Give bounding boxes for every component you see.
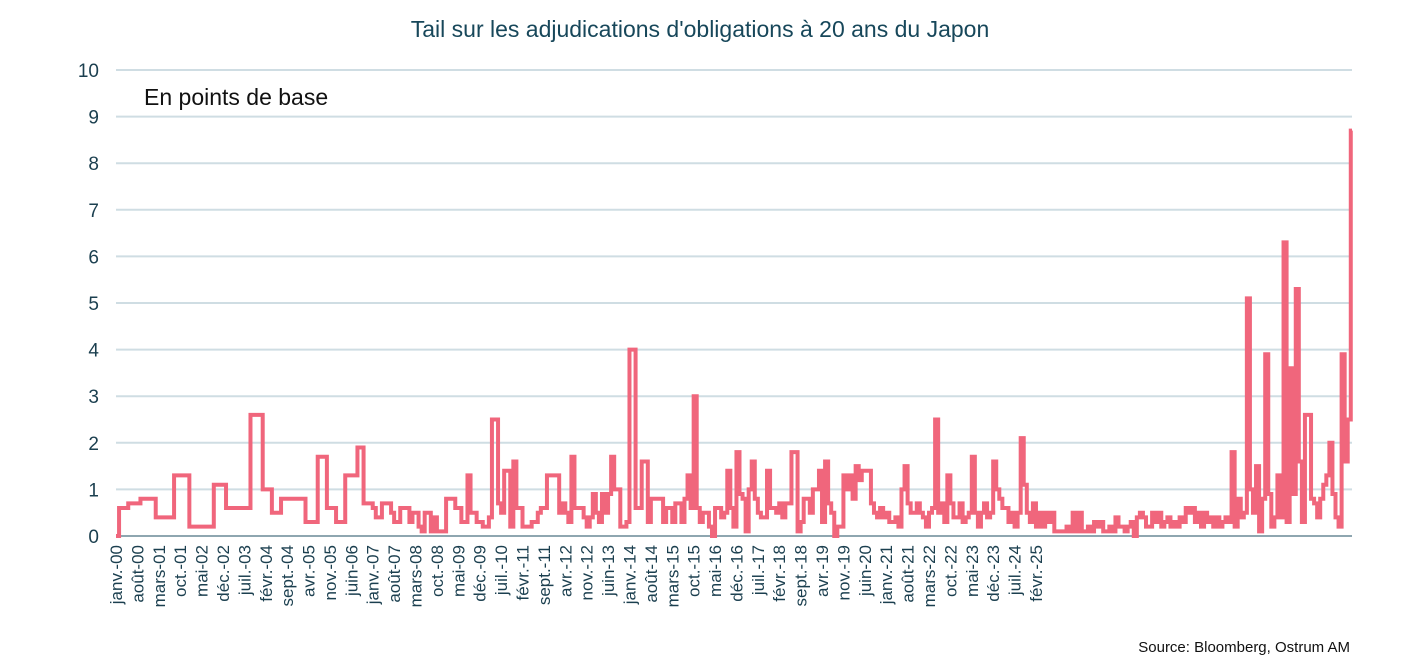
x-tick-label: oct.-15 [685, 545, 704, 597]
y-tick-label: 6 [88, 247, 99, 268]
x-tick-label: janv.-21 [877, 545, 896, 605]
x-tick-label: juil.-24 [1006, 545, 1025, 596]
y-tick-label: 3 [88, 387, 99, 408]
y-tick-label: 7 [88, 201, 99, 222]
x-tick-label: janv.-14 [620, 545, 639, 605]
x-tick-label: août-14 [642, 545, 661, 603]
x-tick-label: déc.-02 [214, 545, 233, 602]
y-axis-ticks: 0 1 2 3 4 5 6 7 8 9 10 [78, 61, 100, 548]
x-tick-label: nov.-19 [834, 545, 853, 600]
x-tick-label: mai-23 [963, 545, 982, 597]
x-tick-label: août-07 [385, 545, 404, 603]
x-tick-label: oct.-08 [428, 545, 447, 597]
x-tick-label: août-21 [899, 545, 918, 603]
x-tick-label: déc.-16 [727, 545, 746, 602]
x-tick-label: sept.-04 [278, 545, 297, 606]
x-axis-ticks: janv.-00 août-00 mars-01 oct.-01 mai-02 déc.-… [107, 545, 1046, 607]
x-tick-label: févr.-18 [770, 545, 789, 602]
x-tick-label: févr.-04 [257, 545, 276, 602]
y-tick-label: 10 [78, 61, 99, 82]
source-note: Source: Bloomberg, Ostrum AM [1138, 639, 1350, 656]
x-tick-label: déc.-09 [471, 545, 490, 602]
x-tick-label: avr.-19 [813, 545, 832, 597]
x-tick-label: août-00 [128, 545, 147, 603]
x-tick-label: mars-22 [920, 545, 939, 607]
x-tick-label: févr.-11 [513, 545, 532, 600]
y-tick-label: 4 [88, 341, 99, 362]
x-tick-label: nov.-12 [578, 545, 597, 600]
gridlines [116, 69, 1352, 537]
x-tick-label: mai-09 [449, 545, 468, 597]
x-tick-label: juin-20 [856, 545, 875, 597]
series-line-0 [116, 128, 1353, 538]
x-tick-label: mars-01 [150, 545, 169, 607]
x-tick-label: juil.-10 [492, 545, 511, 596]
x-tick-label: avr.-05 [300, 545, 319, 597]
x-tick-label: avr.-12 [556, 545, 575, 597]
y-tick-label: 0 [88, 527, 99, 548]
y-tick-label: 5 [88, 294, 99, 315]
x-tick-label: janv.-07 [364, 545, 383, 605]
x-tick-label: mai-02 [193, 545, 212, 597]
x-tick-label: oct.-22 [941, 545, 960, 597]
x-tick-label: sept.-18 [792, 545, 811, 606]
x-tick-label: mai-16 [706, 545, 725, 597]
y-tick-label: 8 [88, 154, 99, 175]
x-tick-label: juin-13 [599, 545, 618, 597]
units-annotation: En points de base [144, 84, 328, 110]
x-tick-label: mars-15 [663, 545, 682, 607]
y-tick-label: 1 [88, 480, 99, 501]
x-tick-label: oct.-01 [171, 545, 190, 597]
y-tick-label: 9 [88, 108, 99, 129]
chart-title: Tail sur les adjudications d'obligations… [411, 16, 990, 42]
x-tick-label: juil.-03 [235, 545, 254, 596]
x-tick-label: juin-06 [342, 545, 361, 597]
x-tick-label: mars-08 [407, 545, 426, 607]
y-tick-label: 2 [88, 434, 99, 455]
x-tick-label: févr.-25 [1027, 545, 1046, 602]
series-group [116, 128, 1353, 538]
x-tick-label: déc.-23 [984, 545, 1003, 602]
x-tick-label: sept.-11 [535, 545, 554, 605]
x-tick-label: janv.-00 [107, 545, 126, 605]
x-tick-label: juil.-17 [749, 545, 768, 596]
x-tick-label: nov.-05 [321, 545, 340, 600]
